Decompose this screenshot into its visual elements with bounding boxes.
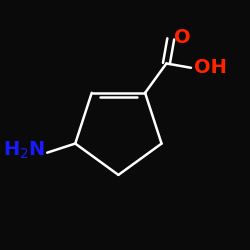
Text: H$_2$N: H$_2$N bbox=[3, 140, 45, 161]
Text: OH: OH bbox=[194, 58, 227, 77]
Text: O: O bbox=[174, 28, 191, 47]
